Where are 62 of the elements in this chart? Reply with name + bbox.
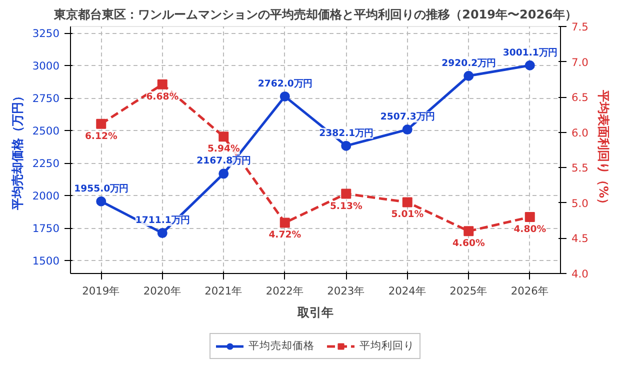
x-tick-label: 2026年: [510, 284, 549, 298]
point: [218, 168, 229, 179]
y-tick-label: 1750: [32, 222, 60, 235]
data-label: 6.68%: [146, 91, 180, 102]
x-tick-label: 2021年: [204, 284, 243, 298]
y2-tick-label: 6.0: [572, 126, 589, 140]
data-label: 4.72%: [268, 230, 302, 241]
point: [524, 212, 535, 222]
point: [464, 70, 474, 81]
x-tick-label: 2020年: [143, 284, 182, 298]
y-tick-label: 2500: [32, 124, 60, 138]
x-tick-label: 2023年: [327, 284, 366, 298]
point: [464, 226, 474, 236]
data-label: 1711.1万円: [135, 215, 190, 226]
y-tick-label: 2000: [32, 190, 60, 202]
chart-title: 東京都台東区：ワンルームマンションの平均売却価格と平均利回りの推移（2019年〜2026年）: [53, 8, 577, 22]
data-label: 2382.1万円: [319, 128, 374, 139]
data-label: 1955.0万円: [74, 183, 128, 194]
data-label: 5.94%: [207, 144, 240, 155]
point: [402, 124, 412, 135]
point: [157, 79, 168, 90]
y-tick-label: 2250: [32, 157, 60, 170]
data-label: 3001.1万円: [502, 47, 557, 58]
data-label: 5.13%: [330, 200, 363, 212]
y-tick-label: 3000: [32, 60, 60, 72]
y2-tick-label: 7.5: [572, 20, 588, 34]
point: [402, 197, 412, 208]
data-label: 2167.8万円: [196, 156, 251, 167]
point: [524, 60, 535, 70]
data-label: 2762.0万円: [258, 78, 312, 90]
x-tick-label: 2024年: [388, 284, 426, 298]
y2-tick-label: 6.5: [572, 91, 588, 104]
y-tick-label: 2750: [32, 92, 60, 105]
data-label: 4.60%: [452, 238, 486, 250]
y-axis-title: 平均売却価格（万円）: [10, 90, 24, 211]
y2-axis-title: 平均表面利回り（%）: [596, 88, 610, 210]
legend-label: 平均利回り: [360, 339, 414, 353]
point: [96, 196, 106, 206]
legend-label: 平均売却価格: [248, 339, 314, 353]
y2-tick-label: 7.0: [572, 56, 589, 69]
point: [341, 188, 352, 199]
data-label: 4.80%: [514, 224, 547, 236]
data-label: 2920.2万円: [442, 58, 496, 69]
y-tick-label: 3250: [32, 27, 60, 40]
y2-tick-label: 4.0: [572, 268, 589, 280]
x-tick-label: 2019年: [82, 284, 120, 298]
data-label: 5.01%: [391, 209, 424, 220]
point: [96, 118, 106, 129]
data-label: 2507.3万円: [380, 112, 434, 123]
point: [341, 140, 352, 151]
x-axis-title: 取引年: [296, 306, 334, 320]
point: [157, 228, 168, 238]
point: [280, 218, 290, 228]
x-tick-label: 2022年: [266, 284, 304, 298]
point: [218, 132, 229, 142]
x-tick-label: 2025年: [450, 284, 488, 298]
y2-tick-label: 5.0: [572, 196, 589, 210]
y2-tick-label: 5.5: [572, 162, 588, 175]
y-tick-label: 1500: [32, 254, 60, 268]
y2-tick-label: 4.5: [572, 232, 588, 246]
data-label: 6.12%: [84, 130, 118, 142]
point: [280, 91, 290, 102]
